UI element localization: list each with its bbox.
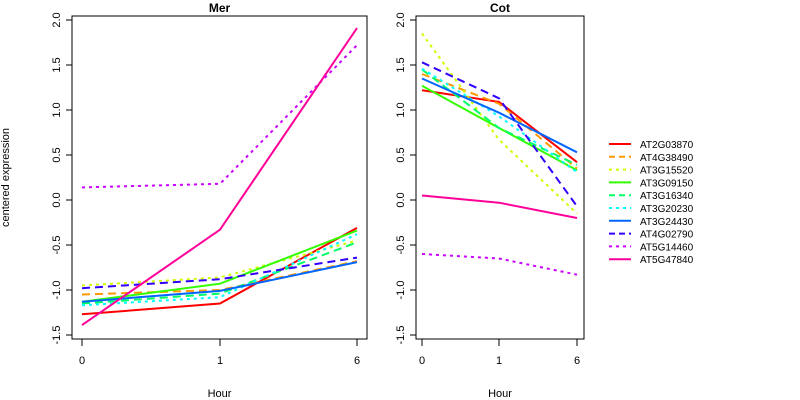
y-tick-label: -1.5 (51, 326, 63, 345)
legend-label-at4g02790: AT4G02790 (640, 230, 694, 241)
y-tick-label: -1.0 (51, 281, 63, 300)
series-line-at5g14460 (81, 44, 358, 189)
y-tick-label: 1.0 (395, 102, 407, 117)
y-tick-label: 0.0 (395, 192, 407, 207)
legend-label-at5g14460: AT5G14460 (640, 242, 694, 253)
x-tick-label: 1 (496, 355, 502, 367)
legend-label-at3g15520: AT3G15520 (640, 166, 694, 177)
series-line-at3g15520 (81, 239, 358, 287)
y-tick-label: -0.5 (51, 236, 63, 255)
series-line-at3g20230 (421, 67, 578, 173)
series-line-at4g02790 (421, 61, 578, 207)
y-tick-label: 0.0 (51, 192, 63, 207)
panel-title-mer: Mer (209, 1, 231, 15)
series-line-at3g15520 (421, 32, 578, 215)
x-axis-title-mer: Hour (208, 388, 232, 400)
series-line-at2g03870 (421, 89, 578, 163)
plot-frame (415, 15, 585, 340)
legend-label-at3g20230: AT3G20230 (640, 204, 694, 215)
y-tick-label: 1.0 (51, 102, 63, 117)
y-tick-label: 0.5 (395, 147, 407, 162)
series-line-at4g02790 (81, 256, 358, 290)
panel-cot: Cot Hour -1.5 -1.0 -0.5 0.0 0.5 1.0 1.5 2.0 0 1 6 (395, 1, 585, 400)
legend-label-at2g03870: AT2G03870 (640, 140, 694, 151)
legend-label-at4g38490: AT4G38490 (640, 153, 694, 164)
x-tick-label: 6 (354, 355, 360, 367)
series-line-at3g24430 (81, 261, 358, 303)
y-tick-label: 2.0 (395, 12, 407, 27)
legend-label-at5g47840: AT5G47840 (640, 255, 694, 266)
panel-mer: Mer Hour centered expression -1.5 -1.0 -0.… (0, 1, 368, 400)
series-line-at3g09150 (81, 229, 358, 303)
x-tick-label: 1 (217, 355, 223, 367)
series-line-at3g16340 (81, 241, 358, 305)
y-tick-label: -1.5 (395, 326, 407, 345)
series-line-at3g20230 (81, 233, 358, 307)
y-axis-title: centered expression (0, 128, 12, 227)
y-tick-label: -0.5 (395, 236, 407, 255)
legend-label-at3g09150: AT3G09150 (640, 178, 694, 189)
x-axis-title-cot: Hour (488, 388, 512, 400)
series-line-at5g47840 (421, 194, 578, 219)
legend-label-at3g16340: AT3G16340 (640, 191, 694, 202)
y-tick-label: 1.5 (51, 57, 63, 72)
panel-title-cot: Cot (490, 1, 510, 15)
series-line-at3g24430 (421, 77, 578, 154)
y-tick-label: 2.0 (51, 12, 63, 27)
x-tick-label: 0 (79, 355, 85, 367)
legend-label-at3g24430: AT3G24430 (640, 217, 694, 228)
y-tick-label: -1.0 (395, 281, 407, 300)
series-line-at5g14460 (421, 253, 578, 276)
series-line-at4g38490 (81, 260, 358, 296)
series-line-at5g47840 (81, 27, 358, 326)
x-tick-label: 0 (419, 355, 425, 367)
y-tick-label: 0.5 (51, 147, 63, 162)
x-tick-label: 6 (574, 355, 580, 367)
y-tick-label: 1.5 (395, 57, 407, 72)
